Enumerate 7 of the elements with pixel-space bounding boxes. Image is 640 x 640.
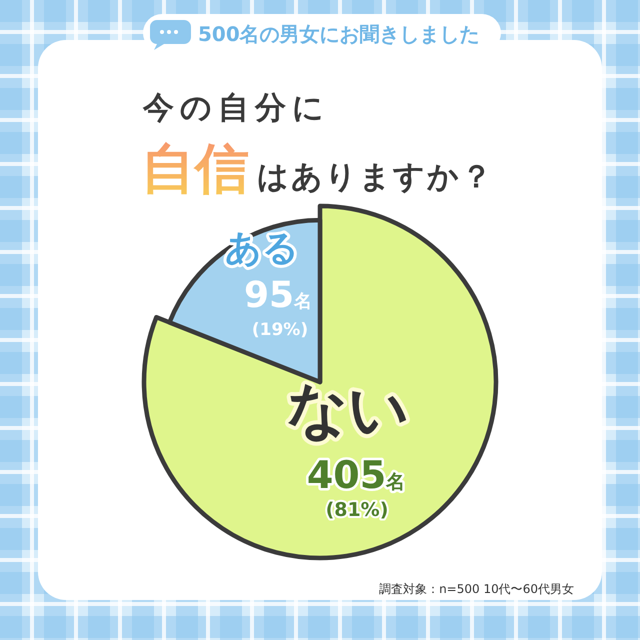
slice-label: ない xyxy=(287,375,409,445)
slice-label: ある xyxy=(225,228,299,269)
chart-subtitle: 500名の男女にお聞きしました xyxy=(198,22,480,46)
chart-title: 今の自分に自信はありますか？ xyxy=(141,90,494,200)
text: 調査対象：n=500 10代〜60代男女 xyxy=(379,582,574,596)
data-label: 95名 (19%) xyxy=(244,275,312,340)
data-label: 405名 (81%) xyxy=(306,453,406,521)
